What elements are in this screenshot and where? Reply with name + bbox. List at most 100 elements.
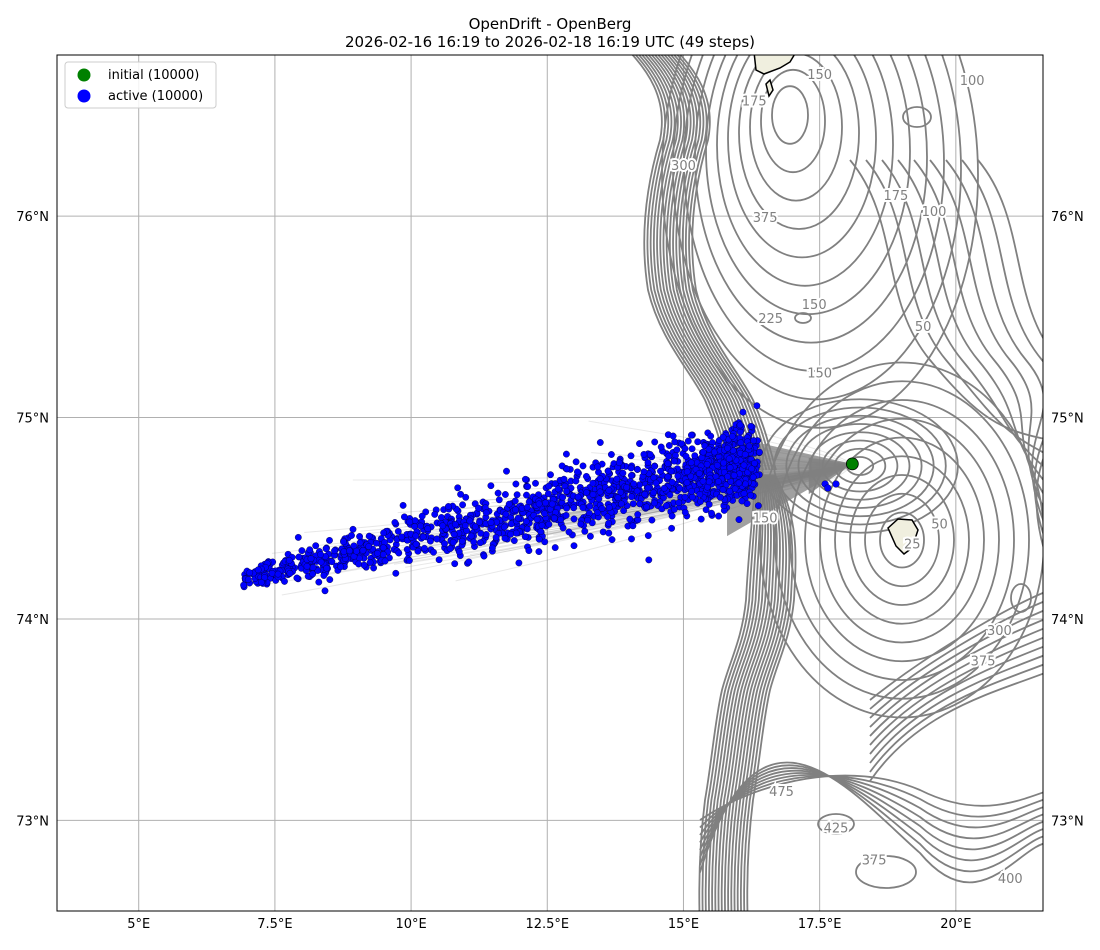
- particle-active: [349, 525, 357, 533]
- particle-active: [596, 475, 604, 482]
- particle-active: [560, 475, 568, 483]
- particle-active: [696, 490, 704, 498]
- particle-active: [646, 451, 654, 458]
- particle-active: [337, 563, 345, 571]
- particle-active: [348, 532, 355, 539]
- particle-active: [563, 465, 571, 473]
- particle-active: [738, 497, 746, 505]
- particle-active: [740, 490, 748, 497]
- particle-active: [570, 542, 578, 550]
- particle-active: [604, 513, 611, 521]
- particle-active: [605, 504, 613, 511]
- particle-active: [747, 422, 755, 430]
- particle-active: [572, 477, 580, 485]
- particle-active: [512, 480, 520, 488]
- contour-line: [736, 474, 788, 911]
- particle-active: [668, 478, 676, 486]
- plot-frame: [56, 54, 1044, 912]
- particle-active: [682, 452, 690, 460]
- particle-active: [673, 446, 681, 454]
- contour-line: [714, 474, 767, 911]
- particle-active: [502, 510, 510, 518]
- particle-active: [589, 479, 597, 487]
- contour-line: [699, 774, 1043, 821]
- particle-active: [750, 437, 757, 444]
- particle-active: [664, 473, 672, 481]
- particle-active: [457, 490, 464, 498]
- land-islet: [765, 78, 774, 98]
- particle-active: [619, 469, 627, 477]
- particle-active: [523, 491, 530, 499]
- particle-active: [687, 459, 695, 467]
- particle-active: [640, 468, 648, 476]
- particle-active: [321, 587, 329, 595]
- particle-active: [414, 547, 422, 555]
- particle-active: [741, 450, 749, 458]
- particle-active: [559, 493, 567, 501]
- particle-active: [395, 549, 403, 557]
- particle-active: [426, 537, 434, 545]
- particle-active: [667, 467, 675, 475]
- contour-line: [961, 159, 1043, 536]
- contour-label: 175: [884, 189, 909, 204]
- particle-active: [522, 475, 529, 483]
- particle-active: [419, 533, 427, 541]
- particle-active: [306, 546, 314, 554]
- particle-active: [688, 445, 696, 453]
- contour-line: [631, 55, 729, 471]
- particle-active: [461, 522, 469, 529]
- particle-active: [515, 559, 523, 567]
- particle-active: [323, 564, 330, 572]
- chart-title: OpenDrift - OpenBerg: [468, 15, 632, 33]
- particle-active: [524, 483, 532, 490]
- particle-active: [340, 548, 348, 556]
- contour-label: 150: [753, 511, 778, 526]
- particle-active: [725, 455, 733, 463]
- particle-active: [535, 535, 543, 543]
- particle-active: [729, 432, 736, 440]
- particle-active: [740, 461, 748, 469]
- particle-active: [657, 443, 665, 451]
- particle-active: [430, 548, 437, 556]
- trajectory-wedge: [808, 457, 853, 495]
- particle-active: [627, 452, 635, 460]
- y-tick-label-right: 74°N: [1051, 613, 1084, 628]
- particle-active: [615, 459, 623, 467]
- particle-active: [437, 514, 445, 521]
- contour-line: [699, 767, 1043, 862]
- particle-active: [628, 493, 635, 501]
- particle-active: [420, 544, 428, 552]
- particle-active: [747, 491, 754, 499]
- particle-active: [286, 569, 294, 577]
- contour-line: [881, 159, 1043, 468]
- particle-active: [663, 502, 670, 510]
- particle-active: [309, 564, 317, 571]
- particle-active: [505, 500, 513, 508]
- particle-active: [644, 459, 652, 466]
- particle-active: [670, 457, 678, 465]
- contour-label: 400: [998, 872, 1023, 887]
- particle-active: [512, 506, 519, 514]
- particle-active: [523, 503, 531, 511]
- particle-active: [748, 465, 756, 473]
- particle-active: [598, 505, 606, 512]
- particle-active: [281, 578, 288, 585]
- particle-active: [650, 489, 657, 496]
- particle-active: [672, 451, 679, 459]
- particle-active: [584, 516, 591, 524]
- particle-active: [495, 496, 503, 504]
- particle-active: [563, 450, 570, 458]
- particle-active: [477, 529, 485, 537]
- particle-active: [391, 519, 399, 526]
- contour-line: [869, 609, 1043, 719]
- particle-active: [739, 408, 747, 416]
- y-tick-label-left: 76°N: [16, 210, 49, 225]
- particle-active: [317, 558, 325, 566]
- particle-active: [736, 421, 744, 429]
- particle-active: [626, 515, 634, 523]
- particle-active: [605, 486, 613, 494]
- particle-active: [532, 479, 539, 487]
- particle-active: [360, 561, 368, 569]
- particle-active: [648, 516, 656, 524]
- land-bear-island-north: [753, 55, 796, 75]
